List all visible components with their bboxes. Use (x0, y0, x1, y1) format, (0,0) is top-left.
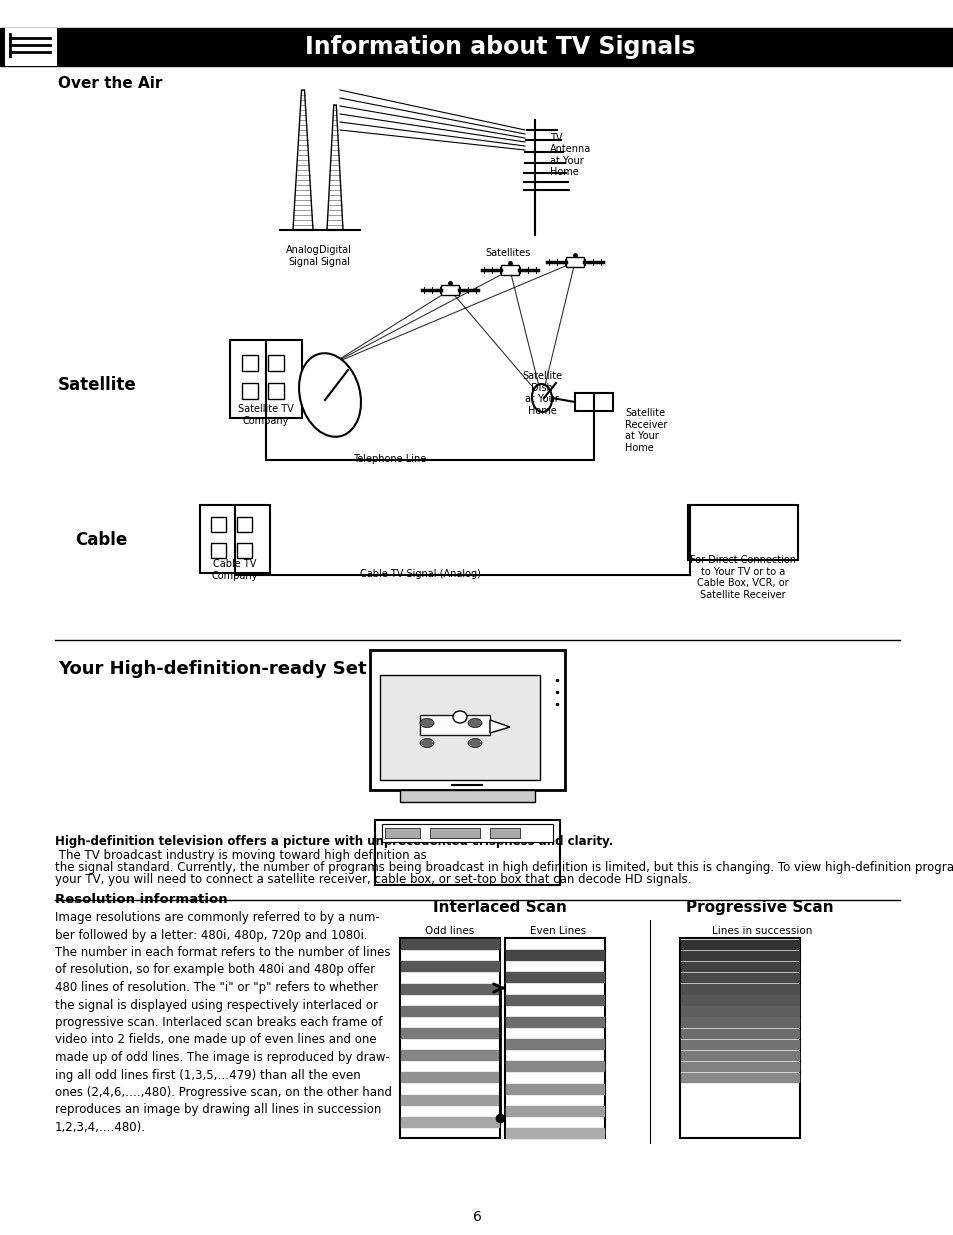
Bar (375, 820, 559, 885)
Bar (505, 950, 603, 961)
Bar (430, 827, 479, 839)
Bar (680, 1062, 799, 1071)
Text: Satellite
Dish
at Your
Home: Satellite Dish at Your Home (521, 372, 561, 416)
Text: Lines in succession: Lines in succession (711, 926, 811, 936)
Bar (200, 505, 270, 573)
Bar (400, 1094, 498, 1104)
Text: For Direct Connection
to Your TV or to a
Cable Box, VCR, or
Satellite Receiver: For Direct Connection to Your TV or to a… (689, 555, 795, 600)
Bar (680, 951, 799, 961)
Ellipse shape (419, 739, 434, 747)
Ellipse shape (298, 353, 360, 437)
Bar (242, 354, 257, 370)
Bar (399, 939, 499, 1137)
Bar (400, 1072, 498, 1082)
Bar (242, 383, 257, 399)
Text: Satellite: Satellite (58, 375, 136, 394)
Bar (490, 827, 519, 839)
Bar (680, 1018, 799, 1026)
Bar (400, 1116, 498, 1126)
Text: TV
Antenna
at Your
Home: TV Antenna at Your Home (550, 132, 591, 178)
Ellipse shape (419, 719, 434, 727)
Text: Satellites: Satellites (485, 248, 530, 258)
Bar (680, 962, 799, 972)
Bar (505, 994, 603, 1004)
Text: Digital
Signal: Digital Signal (318, 245, 351, 267)
Ellipse shape (468, 739, 481, 747)
Bar (505, 1083, 603, 1093)
Text: the signal standard. Currently, the number of programs being broadcast in high d: the signal standard. Currently, the numb… (55, 861, 953, 874)
Bar (505, 1039, 603, 1049)
Text: 6: 6 (472, 1210, 481, 1224)
Bar (680, 995, 799, 1004)
Bar (385, 827, 419, 839)
Text: your TV, you will need to connect a satellite receiver, cable box, or set-top bo: your TV, you will need to connect a sate… (55, 873, 691, 885)
Bar (680, 1040, 799, 1049)
Text: Satellite TV
Company: Satellite TV Company (238, 404, 294, 426)
Bar (680, 984, 799, 993)
Text: Cable TV
Company: Cable TV Company (212, 559, 258, 580)
Bar (575, 393, 613, 411)
Bar (500, 266, 518, 275)
Bar (680, 973, 799, 983)
Text: High-definition television offers a picture with unprecedented crispness and cla: High-definition television offers a pict… (55, 835, 613, 848)
Bar (400, 961, 498, 972)
Text: Odd lines: Odd lines (424, 926, 474, 936)
Bar (687, 505, 797, 559)
Polygon shape (293, 90, 313, 230)
Bar (381, 824, 553, 842)
Bar (440, 285, 458, 295)
Text: Resolution information: Resolution information (55, 893, 228, 906)
Text: The TV broadcast industry is moving toward high definition as: The TV broadcast industry is moving towa… (55, 848, 426, 862)
Bar (230, 340, 302, 417)
Text: Telephone Line: Telephone Line (353, 454, 426, 464)
Bar (211, 543, 226, 558)
Bar (400, 1005, 498, 1015)
Text: Your High-definition-ready Set: Your High-definition-ready Set (58, 659, 366, 678)
Bar (505, 1105, 603, 1115)
Text: Progressive Scan: Progressive Scan (685, 900, 833, 915)
Bar (505, 1061, 603, 1071)
Bar (565, 257, 583, 267)
Text: Satellite
Receiver
at Your
Home: Satellite Receiver at Your Home (624, 408, 667, 453)
Bar (268, 383, 284, 399)
Ellipse shape (532, 384, 552, 412)
Bar (0, 28, 953, 65)
Bar (400, 939, 498, 950)
Text: Cable: Cable (75, 531, 127, 550)
Bar (400, 983, 498, 993)
Bar (236, 517, 252, 532)
Bar (505, 1016, 603, 1026)
Polygon shape (327, 105, 343, 230)
Text: Even Lines: Even Lines (529, 926, 585, 936)
Bar (680, 1007, 799, 1015)
Bar (679, 939, 800, 1137)
Bar (400, 1050, 498, 1060)
Bar (680, 1029, 799, 1037)
Bar (236, 543, 252, 558)
Text: Cable TV Signal (Analog): Cable TV Signal (Analog) (359, 569, 480, 579)
Text: Information about TV Signals: Information about TV Signals (304, 35, 695, 59)
Bar (211, 517, 226, 532)
Bar (5, 28, 57, 65)
Bar (379, 676, 539, 781)
Bar (370, 650, 564, 790)
Bar (680, 1073, 799, 1082)
Text: Image resolutions are commonly referred to by a num-
ber followed by a letter: 4: Image resolutions are commonly referred … (55, 911, 392, 1134)
Ellipse shape (468, 719, 481, 727)
Bar (268, 354, 284, 370)
Bar (419, 715, 490, 735)
Bar (400, 1028, 498, 1037)
Bar (505, 1128, 603, 1137)
Bar (504, 939, 604, 1137)
Bar (680, 1051, 799, 1060)
Ellipse shape (453, 711, 467, 722)
Bar (680, 940, 799, 950)
Bar (505, 972, 603, 983)
Text: Over the Air: Over the Air (58, 77, 162, 91)
Bar (399, 790, 535, 802)
Text: Analog
Signal: Analog Signal (286, 245, 319, 267)
Polygon shape (490, 720, 510, 734)
Text: Interlaced Scan: Interlaced Scan (433, 900, 566, 915)
